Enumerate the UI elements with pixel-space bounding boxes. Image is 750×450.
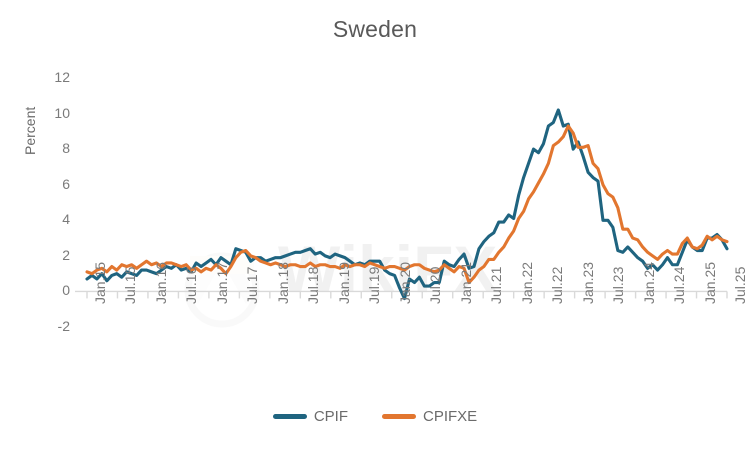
x-axis-tick-label: Jul.24 xyxy=(671,267,688,305)
legend-swatch-cpif xyxy=(272,414,307,419)
x-axis-tick-label: Jan.19 xyxy=(335,262,352,305)
series-line-cpifxe xyxy=(85,124,729,285)
x-axis-tick-label: Jan.18 xyxy=(274,262,291,305)
x-axis-tick-label: Jul.17 xyxy=(244,267,261,305)
x-axis-tick-label: Jul.19 xyxy=(366,267,383,305)
chart-legend: CPIF CPIFXE xyxy=(0,408,750,425)
y-axis-tick-label: 10 xyxy=(54,104,70,121)
x-axis-tick-label: Jan.22 xyxy=(518,262,535,305)
chart-title: Sweden xyxy=(332,16,418,42)
x-axis-tick-label: Jan.21 xyxy=(457,262,474,305)
x-axis-tick-label: Jul.18 xyxy=(305,267,322,305)
series-line-cpif xyxy=(85,108,729,301)
y-axis-tick-label: 8 xyxy=(62,140,70,157)
legend-label-cpifxe: CPIFXE xyxy=(422,408,478,425)
x-axis-tick-label: Jan.23 xyxy=(579,262,596,305)
x-axis-tick-label: Jan.20 xyxy=(396,262,413,305)
series-layer xyxy=(85,108,729,301)
y-axis-tick-label: 4 xyxy=(62,211,70,228)
y-axis-tick-label: 0 xyxy=(62,282,70,299)
legend-item-cpif[interactable]: CPIF xyxy=(272,408,348,425)
x-axis-tick-label: Jan.24 xyxy=(640,262,657,305)
x-axis-tick-label: Jul.23 xyxy=(610,267,627,305)
y-axis-tick-label: 2 xyxy=(62,246,70,263)
legend-label-cpif: CPIF xyxy=(313,408,348,425)
legend-swatch-cpifxe xyxy=(381,414,416,419)
legend-item-cpifxe[interactable]: CPIFXE xyxy=(381,408,478,425)
x-axis-tick-label: Jan.17 xyxy=(213,262,230,305)
y-axis-tick-label: -2 xyxy=(57,318,70,334)
x-axis-tick-label: Jan.25 xyxy=(701,262,718,305)
x-axis-tick-label: Jul.15 xyxy=(122,267,139,305)
x-axis-tick-label: Jul.25 xyxy=(732,267,748,305)
y-axis-tick-label: 12 xyxy=(54,69,70,85)
x-axis-tick-label: Jul.20 xyxy=(427,267,444,305)
y-axis-tick-label: 6 xyxy=(62,175,70,192)
x-axis-tick-label: Jul.22 xyxy=(549,267,566,305)
x-axis-tick-label: Jul.21 xyxy=(488,267,505,305)
x-axis-tick-label: Jan.16 xyxy=(152,262,169,305)
x-axis-tick-label: Jan.15 xyxy=(92,262,108,305)
x-axis-tick-label: Jul.16 xyxy=(183,267,200,305)
